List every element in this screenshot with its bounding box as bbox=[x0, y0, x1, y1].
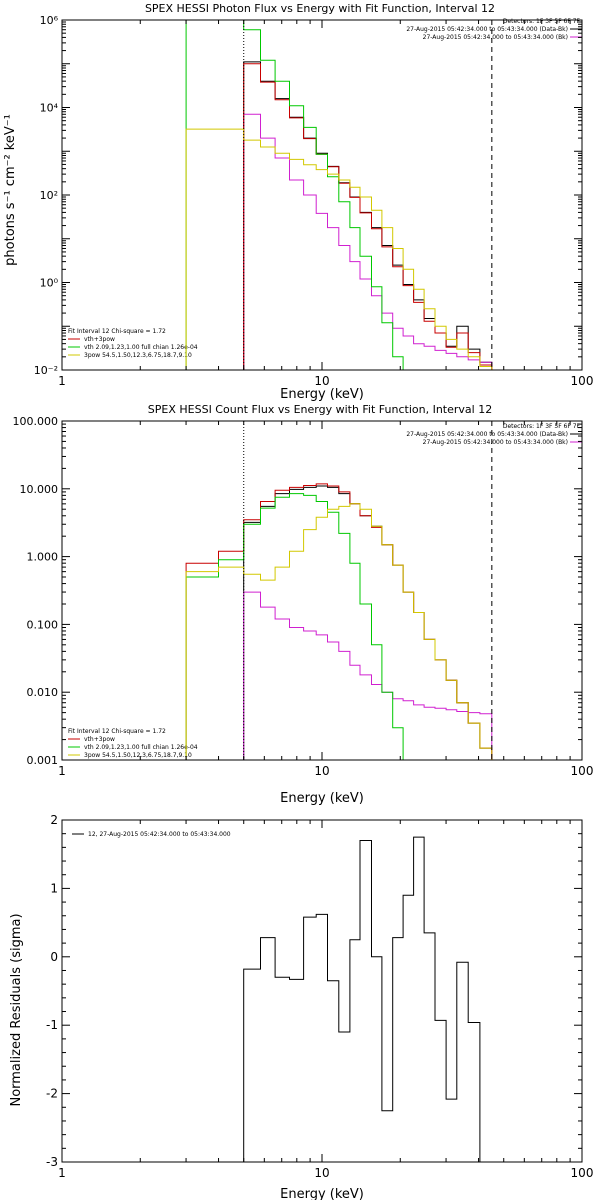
count-flux-xlabel: Energy (keV) bbox=[280, 791, 364, 806]
photon-ytick-label: 10⁰ bbox=[40, 277, 59, 290]
photon-ytick-label: 10² bbox=[40, 189, 58, 202]
count-xtick-label: 10 bbox=[314, 764, 329, 778]
photon-ytick-label: 10⁶ bbox=[40, 14, 59, 27]
photon-xtick-label: 1 bbox=[58, 374, 66, 388]
count-ytick-label: 10.000 bbox=[20, 483, 59, 496]
photon-flux-xlabel: Energy (keV) bbox=[280, 387, 364, 402]
count-ytick-label: 100.000 bbox=[13, 415, 59, 428]
photon-series-4 bbox=[185, 128, 493, 370]
photon-fit-legend: Fit Interval 12 Chi-square = 1.72 vth+3p… bbox=[68, 328, 198, 359]
residual-ytick-label: 1 bbox=[50, 881, 58, 895]
count-xtick-label: 1 bbox=[58, 764, 66, 778]
count-fit-legend: Fit Interval 12 Chi-square = 1.72 vth+3p… bbox=[68, 728, 198, 759]
photon-plot: 1 10 100 10⁻² 10⁰ 10² 10⁴ 10⁶ bbox=[34, 14, 594, 388]
count-fit-header: Fit Interval 12 Chi-square = 1.72 bbox=[68, 728, 166, 735]
count-plot: 1 10 100 0.001 0.010 0.100 1.000 10.000 100.000 bbox=[13, 415, 594, 778]
photon-flux-panel: SPEX HESSI Photon Flux vs Energy with Fi… bbox=[3, 2, 582, 402]
photon-series-3 bbox=[185, 20, 404, 370]
residual-ytick-label: -2 bbox=[46, 1087, 58, 1101]
residual-ytick-label: -3 bbox=[46, 1155, 58, 1169]
photon-legend-bk: 27-Aug-2015 05:42:34.000 to 05:43:34.000… bbox=[423, 34, 568, 41]
photon-ytick-label: 10⁴ bbox=[40, 102, 59, 115]
photon-ytick-label: 10⁻² bbox=[34, 364, 58, 377]
photon-data bbox=[185, 20, 493, 370]
residual-data bbox=[243, 836, 492, 1162]
residual-xtick-label: 100 bbox=[571, 1166, 594, 1180]
photon-series-1 bbox=[243, 113, 493, 370]
residual-xtick-label: 1 bbox=[58, 1166, 66, 1180]
photon-xtick-label: 10 bbox=[314, 374, 329, 388]
photon-series-0 bbox=[243, 61, 493, 370]
photon-fit-legend-total: vth+3pow bbox=[84, 336, 115, 343]
residual-series-0 bbox=[243, 836, 492, 1162]
count-series-1 bbox=[243, 591, 493, 760]
residual-ytick-label: 2 bbox=[50, 813, 58, 827]
photon-xtick-label: 100 bbox=[571, 374, 594, 388]
residual-xtick-label: 10 bbox=[314, 1166, 329, 1180]
photon-fit-header: Fit Interval 12 Chi-square = 1.72 bbox=[68, 328, 166, 335]
residuals-legend: 12, 27-Aug-2015 05:42:34.000 to 05:43:34… bbox=[88, 831, 231, 838]
count-legend-data-bk: 27-Aug-2015 05:42:34.000 to 05:43:34.000… bbox=[406, 431, 568, 438]
count-flux-title: SPEX HESSI Count Flux vs Energy with Fit… bbox=[148, 403, 492, 416]
residual-ytick-label: -1 bbox=[46, 1018, 58, 1032]
count-legend-bk: 27-Aug-2015 05:42:34.000 to 05:43:34.000… bbox=[423, 439, 568, 446]
photon-fit-legend-vth: vth 2.09,1.23,1.00 full chian 1.26e-04 bbox=[84, 344, 198, 351]
count-ytick-label: 1.000 bbox=[27, 551, 59, 564]
count-fit-legend-vth: vth 2.09,1.23,1.00 full chian 1.26e-04 bbox=[84, 744, 198, 751]
photon-fit-legend-3pow: 3pow 54.5,1.50,12.3,6.75,18.7,9.10 bbox=[84, 352, 192, 359]
count-xtick-label: 100 bbox=[571, 764, 594, 778]
count-series-4 bbox=[185, 503, 493, 760]
residual-ytick-label: 0 bbox=[50, 950, 58, 964]
count-fit-legend-3pow: 3pow 54.5,1.50,12.3,6.75,18.7,9.10 bbox=[84, 752, 192, 759]
count-ytick-label: 0.001 bbox=[27, 754, 59, 767]
residuals-panel: 12, 27-Aug-2015 05:42:34.000 to 05:43:34… bbox=[9, 831, 364, 1200]
residual-plot: 1 10 100 -3 -2 -1 0 1 2 bbox=[46, 813, 593, 1180]
count-ytick-label: 0.100 bbox=[27, 618, 59, 631]
count-ytick-label: 0.010 bbox=[27, 686, 59, 699]
count-series-3 bbox=[185, 493, 404, 760]
count-flux-legend: Detectors: 1F 3F 5F 6F 7F 27-Aug-2015 05… bbox=[406, 423, 582, 446]
photon-legend-data-bk: 27-Aug-2015 05:42:34.000 to 05:43:34.000… bbox=[406, 26, 568, 33]
photon-series-2 bbox=[243, 63, 493, 370]
photon-flux-title: SPEX HESSI Photon Flux vs Energy with Fi… bbox=[145, 2, 495, 15]
photon-flux-ylabel: photons s⁻¹ cm⁻² keV⁻¹ bbox=[3, 114, 18, 266]
count-flux-panel: SPEX HESSI Count Flux vs Energy with Fit… bbox=[68, 403, 582, 806]
count-data bbox=[185, 483, 493, 760]
count-fit-legend-total: vth+3pow bbox=[84, 736, 115, 743]
count-legend-detectors: Detectors: 1F 3F 5F 6F 7F bbox=[503, 423, 581, 430]
residuals-xlabel: Energy (keV) bbox=[280, 1187, 364, 1200]
residuals-ylabel: Normalized Residuals (sigma) bbox=[9, 913, 24, 1106]
